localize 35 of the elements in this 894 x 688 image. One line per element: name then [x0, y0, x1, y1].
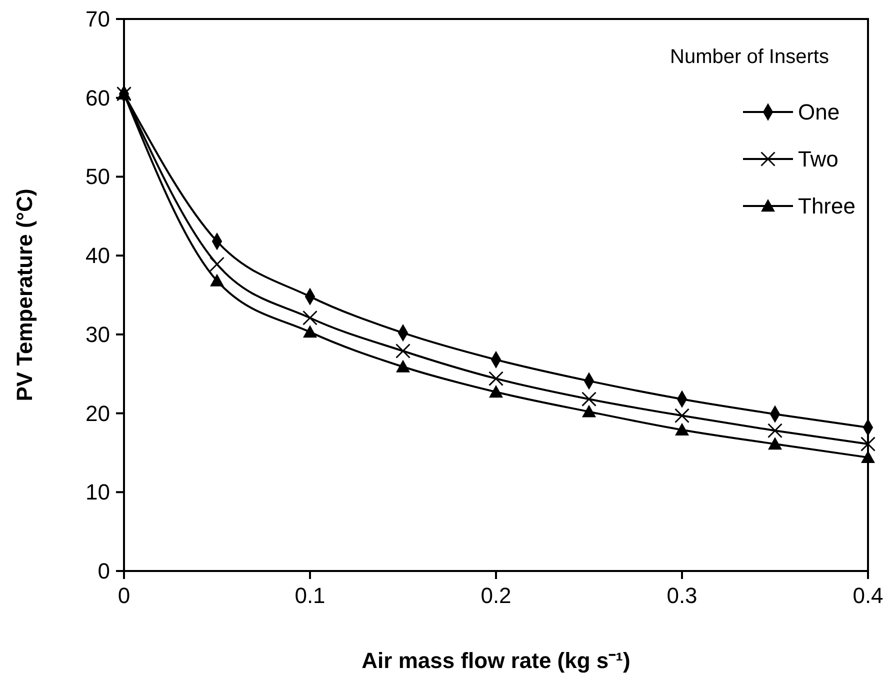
y-tick-label: 10: [86, 480, 110, 505]
y-tick-label: 0: [98, 558, 110, 584]
legend-label: Three: [798, 194, 856, 218]
x-tick-label: 0.2: [480, 583, 512, 608]
y-tick-label: 70: [86, 6, 110, 32]
x-tick-label: 0: [118, 583, 130, 608]
x-tick-label: 0.3: [666, 583, 698, 608]
point: [582, 392, 596, 407]
x-tick-label: 0.4: [852, 583, 884, 608]
y-tick-label: 40: [86, 243, 110, 268]
x-tick-label: 0.1: [294, 583, 326, 608]
point: [210, 256, 224, 272]
legend-label: One: [798, 100, 840, 124]
point: [488, 371, 504, 386]
point: [674, 408, 690, 424]
point: [768, 437, 782, 450]
y-tick-label: 30: [86, 322, 110, 347]
y-tick-label: 60: [86, 85, 110, 110]
point: [303, 325, 317, 338]
point: [210, 274, 224, 286]
point: [302, 310, 318, 326]
legend-label: Two: [798, 146, 838, 172]
x-axis-title: Air mass flow rate (kg s⁻¹): [362, 648, 630, 673]
y-tick-label: 50: [86, 164, 110, 190]
point: [396, 360, 410, 372]
point: [861, 450, 875, 464]
point: [582, 404, 596, 418]
point: [396, 344, 410, 358]
legend-title: Number of Inserts: [670, 46, 829, 68]
point: [860, 436, 876, 452]
point: [675, 422, 689, 436]
y-tick-label: 20: [86, 400, 110, 426]
point: [489, 384, 503, 398]
y-axis-title: PV Temperature (°C): [12, 188, 37, 402]
point: [768, 423, 782, 438]
